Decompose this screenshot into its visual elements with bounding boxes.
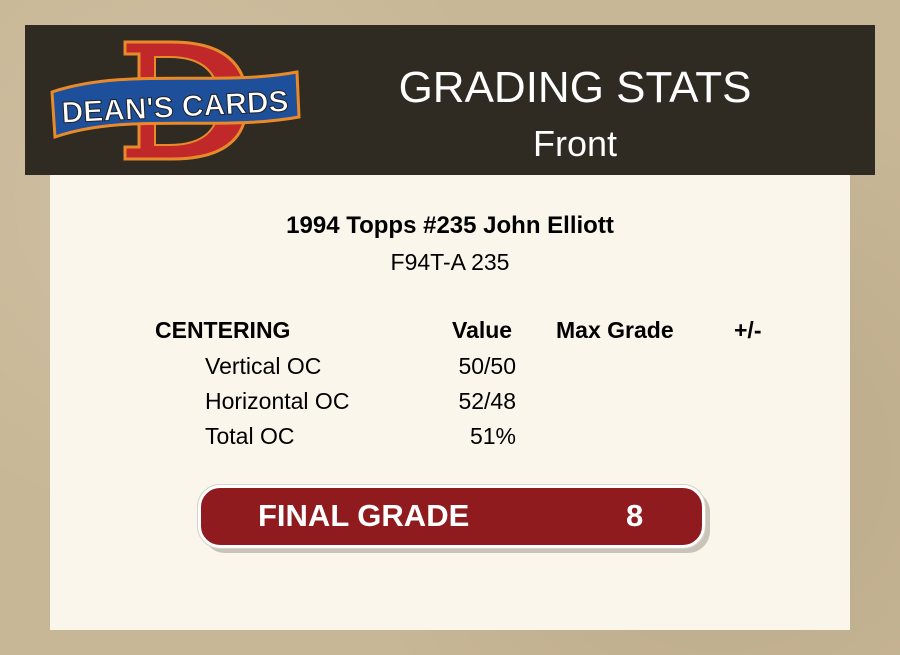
row-label: Horizontal OC (205, 388, 350, 414)
row-value: 52/48 (458, 388, 516, 414)
max-grade-header: Max Grade (556, 317, 674, 343)
final-grade-label: FINAL GRADE (258, 498, 470, 533)
page-subtitle: Front (532, 123, 618, 164)
grading-panel: 1994 Topps #235 John Elliott F94T-A 235 … (50, 175, 850, 630)
card-name: 1994 Topps #235 John Elliott (286, 212, 614, 239)
plus-minus-header: +/- (734, 317, 762, 343)
final-grade-banner: FINAL GRADE 8 (197, 484, 706, 549)
row-label: Vertical OC (205, 353, 322, 379)
centering-header: CENTERING (155, 317, 291, 343)
card-code: F94T-A 235 (390, 249, 510, 275)
value-header: Value (452, 317, 513, 343)
final-grade-value: 8 (626, 498, 644, 533)
header: DEAN'S CARDS GRADING STATS Front (25, 25, 875, 175)
row-value: 51% (469, 423, 516, 449)
row-label: Total OC (205, 423, 295, 449)
page-title: GRADING STATS (398, 63, 752, 112)
deans-cards-logo: DEAN'S CARDS (50, 40, 301, 161)
row-value: 50/50 (458, 353, 516, 379)
